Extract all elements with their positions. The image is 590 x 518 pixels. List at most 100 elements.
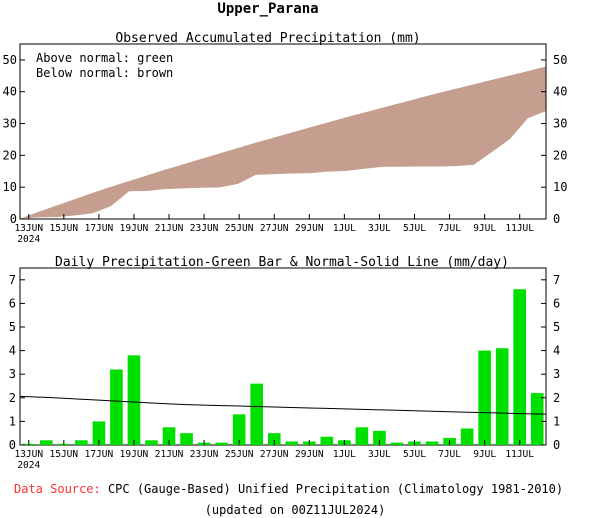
legend-below-normal: Below normal: brown [36,66,173,80]
y-tick-label-right: 40 [553,85,567,99]
data-source-line: Data Source: CPC (Gauge-Based) Unified P… [14,482,563,496]
y-tick-label-right: 20 [553,148,567,162]
accumulated-diff-segment [55,199,75,218]
x-tick-label: 17JUN [85,449,114,460]
accumulated-diff-segment [146,169,166,192]
accumulated-diff-segment [201,153,220,188]
daily-axes: 0 0 1 1 2 2 3 3 4 4 5 5 6 6 7 7 13JUN 15JUN 17JUN 19JUN 21JU… [9,273,560,471]
y-tick-label-left: 0 [9,438,16,452]
accumulated-diff-segment [346,112,365,171]
x-year-label: 2024 [17,460,40,471]
x-tick-label: 27JUN [260,223,289,234]
y-tick-label-left: 30 [3,117,17,131]
chart-title-text: Upper_Parana [217,1,318,17]
accumulated-diff-segment [436,88,456,167]
y-tick-label-right: 30 [553,117,567,131]
x-tick-label: 9JUL [473,449,496,460]
daily-title: Daily Precipitation-Green Bar & Normal-S… [55,255,509,270]
y-tick-label-left: 5 [9,320,16,334]
y-tick-label-right: 0 [553,212,560,226]
accumulated-diff-segment [237,142,257,185]
accumulated-plot-frame [19,43,547,220]
accumulated-diff-segment [219,147,238,188]
accumulated-diff-segment [364,107,384,169]
y-tick-label-left: 6 [9,296,16,310]
data-source-text: CPC (Gauge-Based) Unified Precipitation … [107,482,564,496]
accumulated-diff-segment [309,122,329,174]
daily-bar [267,433,281,445]
accumulated-diff-segment [128,175,148,192]
daily-normal-line-layer [19,395,547,415]
x-tick-label: 7JUL [438,449,461,460]
figure: Observed Accumulated Precipitation (mm) … [3,31,568,471]
y-tick-label-right: 7 [553,273,560,287]
y-tick-label-right: 6 [553,296,560,310]
x-tick-label: 29JUN [295,449,324,460]
x-tick-label: 1JUL [333,449,356,460]
x-tick-label: 9JUL [473,223,496,234]
y-tick-label-right: 3 [553,367,560,381]
x-tick-label: 19JUN [120,223,149,234]
legend-above-normal: Above normal: green [36,51,173,65]
daily-bar [162,427,176,445]
daily-bar [530,393,544,445]
accumulated-diff-segment [509,70,529,140]
accumulated-diff-segment [182,158,202,189]
daily-bar [145,440,158,445]
y-tick-label-left: 4 [9,344,16,358]
accumulated-diff-segment [473,79,492,166]
daily-bar [478,350,491,445]
accumulated-diff-segment [37,205,57,218]
x-tick-label: 11JUL [505,449,534,460]
y-tick-label-left: 40 [3,85,17,99]
x-tick-label: 21JUN [155,449,184,460]
x-year-label: 2024 [17,234,40,245]
daily-bar [250,383,264,445]
accumulated-diff-segment [291,127,311,174]
accumulated-axes: 0 0 10 10 20 20 30 30 40 40 50 50 13JUN 15JUN 17JUN 19J… [3,53,568,245]
y-tick-label-left: 50 [3,53,17,67]
y-tick-label-left: 1 [9,414,16,428]
accumulated-diff-segment [110,181,130,207]
accumulated-panel: Observed Accumulated Precipitation (mm) … [3,31,568,245]
accumulated-diff-segment [400,98,420,167]
y-tick-label-right: 1 [553,414,560,428]
daily-bar [320,436,334,445]
accumulated-diff-segment [527,66,547,119]
x-tick-label: 5JUL [403,449,426,460]
daily-bar [127,355,141,445]
y-tick-label-right: 2 [553,391,560,405]
y-tick-label-right: 4 [553,344,560,358]
accumulated-diff-segment [455,84,474,167]
daily-bar-layer [22,289,544,445]
x-tick-label: 21JUN [155,223,184,234]
accumulated-diff-segment [92,186,111,214]
daily-bar [495,348,509,445]
x-tick-label: 13JUN [14,223,43,234]
data-source-label: Data Source: [14,482,101,496]
y-tick-label-left: 10 [3,180,17,194]
y-tick-label-right: 5 [553,320,560,334]
daily-bar [390,442,404,445]
x-tick-label: 29JUN [295,223,324,234]
y-tick-label-right: 50 [553,53,567,67]
x-tick-label: 15JUN [50,449,79,460]
accumulated-area-layer [19,66,547,220]
daily-plot-frame [19,267,547,446]
daily-normal-line [19,395,547,415]
daily-bar [513,289,527,445]
x-tick-label: 27JUN [260,449,289,460]
accumulated-diff-segment [74,192,93,216]
accumulated-title: Observed Accumulated Precipitation (mm) [115,31,420,46]
accumulated-diff-segment [328,117,347,172]
x-tick-label: 17JUN [85,223,114,234]
x-tick-label: 1JUL [333,223,356,234]
x-tick-label: 11JUL [505,223,534,234]
x-tick-label: 25JUN [225,223,254,234]
accumulated-diff-segment [382,102,402,167]
page-title: Upper_Parana [0,0,590,18]
daily-bar [373,430,386,445]
daily-bar [39,440,53,445]
y-tick-label-left: 2 [9,391,16,405]
daily-bar [460,428,474,445]
